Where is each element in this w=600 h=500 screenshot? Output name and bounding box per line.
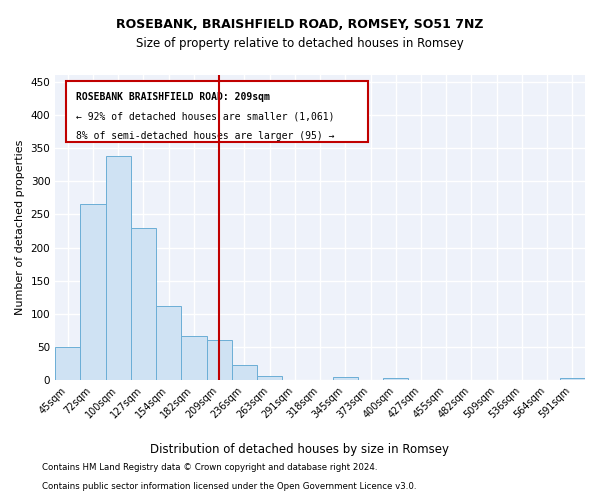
Text: Contains public sector information licensed under the Open Government Licence v3: Contains public sector information licen… [42,482,416,491]
Bar [332,377,358,380]
Bar [232,365,257,380]
Bar [206,340,232,380]
Text: 8% of semi-detached houses are larger (95) →: 8% of semi-detached houses are larger (9… [76,132,335,141]
Bar [131,228,156,380]
Bar [80,204,106,380]
Text: Size of property relative to detached houses in Romsey: Size of property relative to detached ho… [136,38,464,51]
Bar [66,81,368,142]
Bar [106,156,131,380]
Text: Contains HM Land Registry data © Crown copyright and database right 2024.: Contains HM Land Registry data © Crown c… [42,464,377,472]
Bar [181,336,206,380]
Bar [560,378,585,380]
Bar [257,376,282,380]
Y-axis label: Number of detached properties: Number of detached properties [15,140,25,316]
Text: ← 92% of detached houses are smaller (1,061): ← 92% of detached houses are smaller (1,… [76,112,335,122]
Bar [383,378,409,380]
Text: ROSEBANK, BRAISHFIELD ROAD, ROMSEY, SO51 7NZ: ROSEBANK, BRAISHFIELD ROAD, ROMSEY, SO51… [116,18,484,30]
Text: Distribution of detached houses by size in Romsey: Distribution of detached houses by size … [151,442,449,456]
Text: ROSEBANK BRAISHFIELD ROAD: 209sqm: ROSEBANK BRAISHFIELD ROAD: 209sqm [76,92,270,102]
Bar [55,347,80,380]
Bar [156,306,181,380]
